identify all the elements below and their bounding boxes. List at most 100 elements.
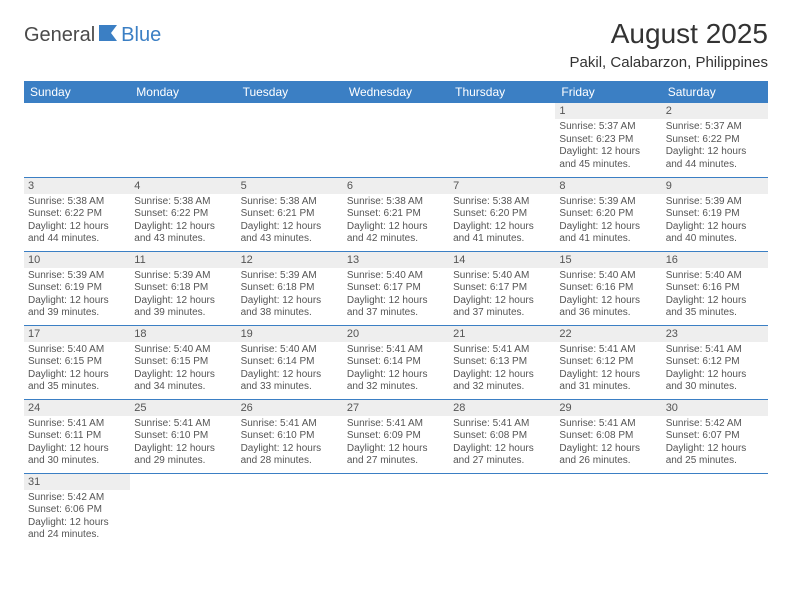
month-title: August 2025 <box>570 18 768 50</box>
daylight-text: Daylight: 12 hours <box>453 443 551 456</box>
day-number: 20 <box>343 326 449 342</box>
sunrise-text: Sunrise: 5:41 AM <box>559 344 657 357</box>
day-number: 2 <box>662 103 768 119</box>
day-details: Sunrise: 5:39 AMSunset: 6:20 PMDaylight:… <box>555 194 661 248</box>
daylight-text: and 25 minutes. <box>666 455 764 468</box>
day-details: Sunrise: 5:39 AMSunset: 6:18 PMDaylight:… <box>130 268 236 322</box>
day-details: Sunrise: 5:39 AMSunset: 6:19 PMDaylight:… <box>662 194 768 248</box>
daylight-text: Daylight: 12 hours <box>134 295 232 308</box>
calendar-day-cell <box>449 103 555 177</box>
calendar-day-cell <box>343 103 449 177</box>
calendar-day-cell: 19Sunrise: 5:40 AMSunset: 6:14 PMDayligh… <box>237 325 343 399</box>
day-number: 10 <box>24 252 130 268</box>
daylight-text: and 37 minutes. <box>347 307 445 320</box>
daylight-text: Daylight: 12 hours <box>666 295 764 308</box>
daylight-text: Daylight: 12 hours <box>347 221 445 234</box>
sunset-text: Sunset: 6:15 PM <box>134 356 232 369</box>
sunset-text: Sunset: 6:06 PM <box>28 504 126 517</box>
sunrise-text: Sunrise: 5:38 AM <box>453 196 551 209</box>
calendar-day-cell: 27Sunrise: 5:41 AMSunset: 6:09 PMDayligh… <box>343 399 449 473</box>
sunrise-text: Sunrise: 5:41 AM <box>241 418 339 431</box>
day-number: 25 <box>130 400 236 416</box>
daylight-text: Daylight: 12 hours <box>453 221 551 234</box>
day-number: 9 <box>662 178 768 194</box>
daylight-text: Daylight: 12 hours <box>453 295 551 308</box>
daylight-text: Daylight: 12 hours <box>28 295 126 308</box>
sunset-text: Sunset: 6:07 PM <box>666 430 764 443</box>
day-details: Sunrise: 5:40 AMSunset: 6:14 PMDaylight:… <box>237 342 343 396</box>
calendar-week-row: 24Sunrise: 5:41 AMSunset: 6:11 PMDayligh… <box>24 399 768 473</box>
day-details: Sunrise: 5:37 AMSunset: 6:23 PMDaylight:… <box>555 119 661 173</box>
daylight-text: and 39 minutes. <box>28 307 126 320</box>
weekday-header: Friday <box>555 81 661 103</box>
sunrise-text: Sunrise: 5:37 AM <box>666 121 764 134</box>
daylight-text: Daylight: 12 hours <box>559 369 657 382</box>
day-number: 14 <box>449 252 555 268</box>
daylight-text: and 43 minutes. <box>134 233 232 246</box>
calendar-day-cell: 13Sunrise: 5:40 AMSunset: 6:17 PMDayligh… <box>343 251 449 325</box>
day-number: 7 <box>449 178 555 194</box>
calendar-day-cell: 21Sunrise: 5:41 AMSunset: 6:13 PMDayligh… <box>449 325 555 399</box>
calendar-day-cell: 14Sunrise: 5:40 AMSunset: 6:17 PMDayligh… <box>449 251 555 325</box>
sunset-text: Sunset: 6:17 PM <box>453 282 551 295</box>
sunrise-text: Sunrise: 5:38 AM <box>241 196 339 209</box>
day-details: Sunrise: 5:41 AMSunset: 6:14 PMDaylight:… <box>343 342 449 396</box>
day-details: Sunrise: 5:42 AMSunset: 6:06 PMDaylight:… <box>24 490 130 544</box>
day-details: Sunrise: 5:40 AMSunset: 6:15 PMDaylight:… <box>130 342 236 396</box>
day-number: 28 <box>449 400 555 416</box>
calendar-day-cell <box>130 473 236 547</box>
calendar-header-row: Sunday Monday Tuesday Wednesday Thursday… <box>24 81 768 103</box>
day-number: 5 <box>237 178 343 194</box>
daylight-text: Daylight: 12 hours <box>28 369 126 382</box>
day-details: Sunrise: 5:41 AMSunset: 6:13 PMDaylight:… <box>449 342 555 396</box>
sunset-text: Sunset: 6:22 PM <box>134 208 232 221</box>
day-number: 22 <box>555 326 661 342</box>
daylight-text: and 36 minutes. <box>559 307 657 320</box>
daylight-text: and 32 minutes. <box>453 381 551 394</box>
sunrise-text: Sunrise: 5:41 AM <box>347 418 445 431</box>
day-details: Sunrise: 5:41 AMSunset: 6:11 PMDaylight:… <box>24 416 130 470</box>
day-details: Sunrise: 5:37 AMSunset: 6:22 PMDaylight:… <box>662 119 768 173</box>
daylight-text: and 35 minutes. <box>666 307 764 320</box>
daylight-text: and 35 minutes. <box>28 381 126 394</box>
sunrise-text: Sunrise: 5:39 AM <box>241 270 339 283</box>
sunset-text: Sunset: 6:18 PM <box>134 282 232 295</box>
day-details: Sunrise: 5:39 AMSunset: 6:18 PMDaylight:… <box>237 268 343 322</box>
day-details: Sunrise: 5:41 AMSunset: 6:08 PMDaylight:… <box>555 416 661 470</box>
daylight-text: Daylight: 12 hours <box>559 146 657 159</box>
sunset-text: Sunset: 6:14 PM <box>347 356 445 369</box>
daylight-text: and 30 minutes. <box>666 381 764 394</box>
sunset-text: Sunset: 6:16 PM <box>666 282 764 295</box>
day-details: Sunrise: 5:38 AMSunset: 6:22 PMDaylight:… <box>130 194 236 248</box>
daylight-text: and 42 minutes. <box>347 233 445 246</box>
sunset-text: Sunset: 6:09 PM <box>347 430 445 443</box>
calendar-day-cell: 2Sunrise: 5:37 AMSunset: 6:22 PMDaylight… <box>662 103 768 177</box>
calendar-day-cell <box>237 103 343 177</box>
calendar-day-cell <box>343 473 449 547</box>
calendar-day-cell: 9Sunrise: 5:39 AMSunset: 6:19 PMDaylight… <box>662 177 768 251</box>
calendar-day-cell: 28Sunrise: 5:41 AMSunset: 6:08 PMDayligh… <box>449 399 555 473</box>
daylight-text: and 27 minutes. <box>347 455 445 468</box>
day-number: 6 <box>343 178 449 194</box>
calendar-day-cell: 10Sunrise: 5:39 AMSunset: 6:19 PMDayligh… <box>24 251 130 325</box>
logo: General Blue <box>24 24 161 47</box>
sunset-text: Sunset: 6:17 PM <box>347 282 445 295</box>
daylight-text: and 26 minutes. <box>559 455 657 468</box>
daylight-text: and 34 minutes. <box>134 381 232 394</box>
day-number: 13 <box>343 252 449 268</box>
calendar-day-cell <box>555 473 661 547</box>
daylight-text: and 38 minutes. <box>241 307 339 320</box>
day-details: Sunrise: 5:40 AMSunset: 6:17 PMDaylight:… <box>343 268 449 322</box>
calendar-day-cell: 7Sunrise: 5:38 AMSunset: 6:20 PMDaylight… <box>449 177 555 251</box>
daylight-text: and 28 minutes. <box>241 455 339 468</box>
sunrise-text: Sunrise: 5:42 AM <box>666 418 764 431</box>
daylight-text: Daylight: 12 hours <box>666 146 764 159</box>
day-number: 26 <box>237 400 343 416</box>
sunset-text: Sunset: 6:20 PM <box>453 208 551 221</box>
day-details: Sunrise: 5:41 AMSunset: 6:09 PMDaylight:… <box>343 416 449 470</box>
day-details: Sunrise: 5:38 AMSunset: 6:20 PMDaylight:… <box>449 194 555 248</box>
logo-text-general: General <box>24 24 95 47</box>
calendar-day-cell: 11Sunrise: 5:39 AMSunset: 6:18 PMDayligh… <box>130 251 236 325</box>
sunrise-text: Sunrise: 5:41 AM <box>28 418 126 431</box>
daylight-text: Daylight: 12 hours <box>241 221 339 234</box>
